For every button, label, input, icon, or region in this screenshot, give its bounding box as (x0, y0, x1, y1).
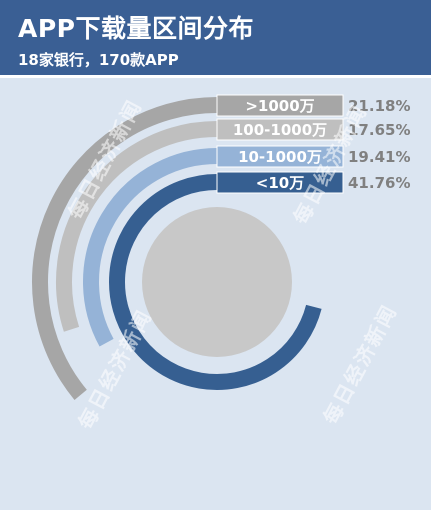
arc-0 (32, 97, 218, 400)
category-label: <10万 (256, 174, 304, 192)
value-label: 19.41% (348, 148, 410, 166)
arc-1 (56, 121, 218, 332)
category-label: >1000万 (245, 97, 314, 115)
page-subtitle: 18家银行，170款APP (18, 51, 179, 69)
value-label: 41.76% (348, 174, 410, 192)
page-title: APP下载量区间分布 (18, 14, 254, 43)
category-label-box (216, 171, 344, 194)
label-group: >1000万 21.18% 100-1000万 17.65% 10-1000万 19.41… (216, 94, 410, 194)
category-label: 100-1000万 (233, 121, 327, 139)
value-label: 17.65% (348, 121, 410, 139)
center-circle (142, 207, 292, 357)
arc-group (32, 97, 322, 400)
category-label-box (216, 145, 344, 168)
category-label-box (216, 94, 344, 117)
header-banner: APP下载量区间分布 18家银行，170款APP (0, 0, 431, 78)
category-label-box (216, 118, 344, 141)
arc-2 (83, 148, 218, 347)
category-label: 10-1000万 (238, 148, 322, 166)
value-label: 21.18% (348, 97, 410, 115)
arc-3 (109, 174, 322, 390)
